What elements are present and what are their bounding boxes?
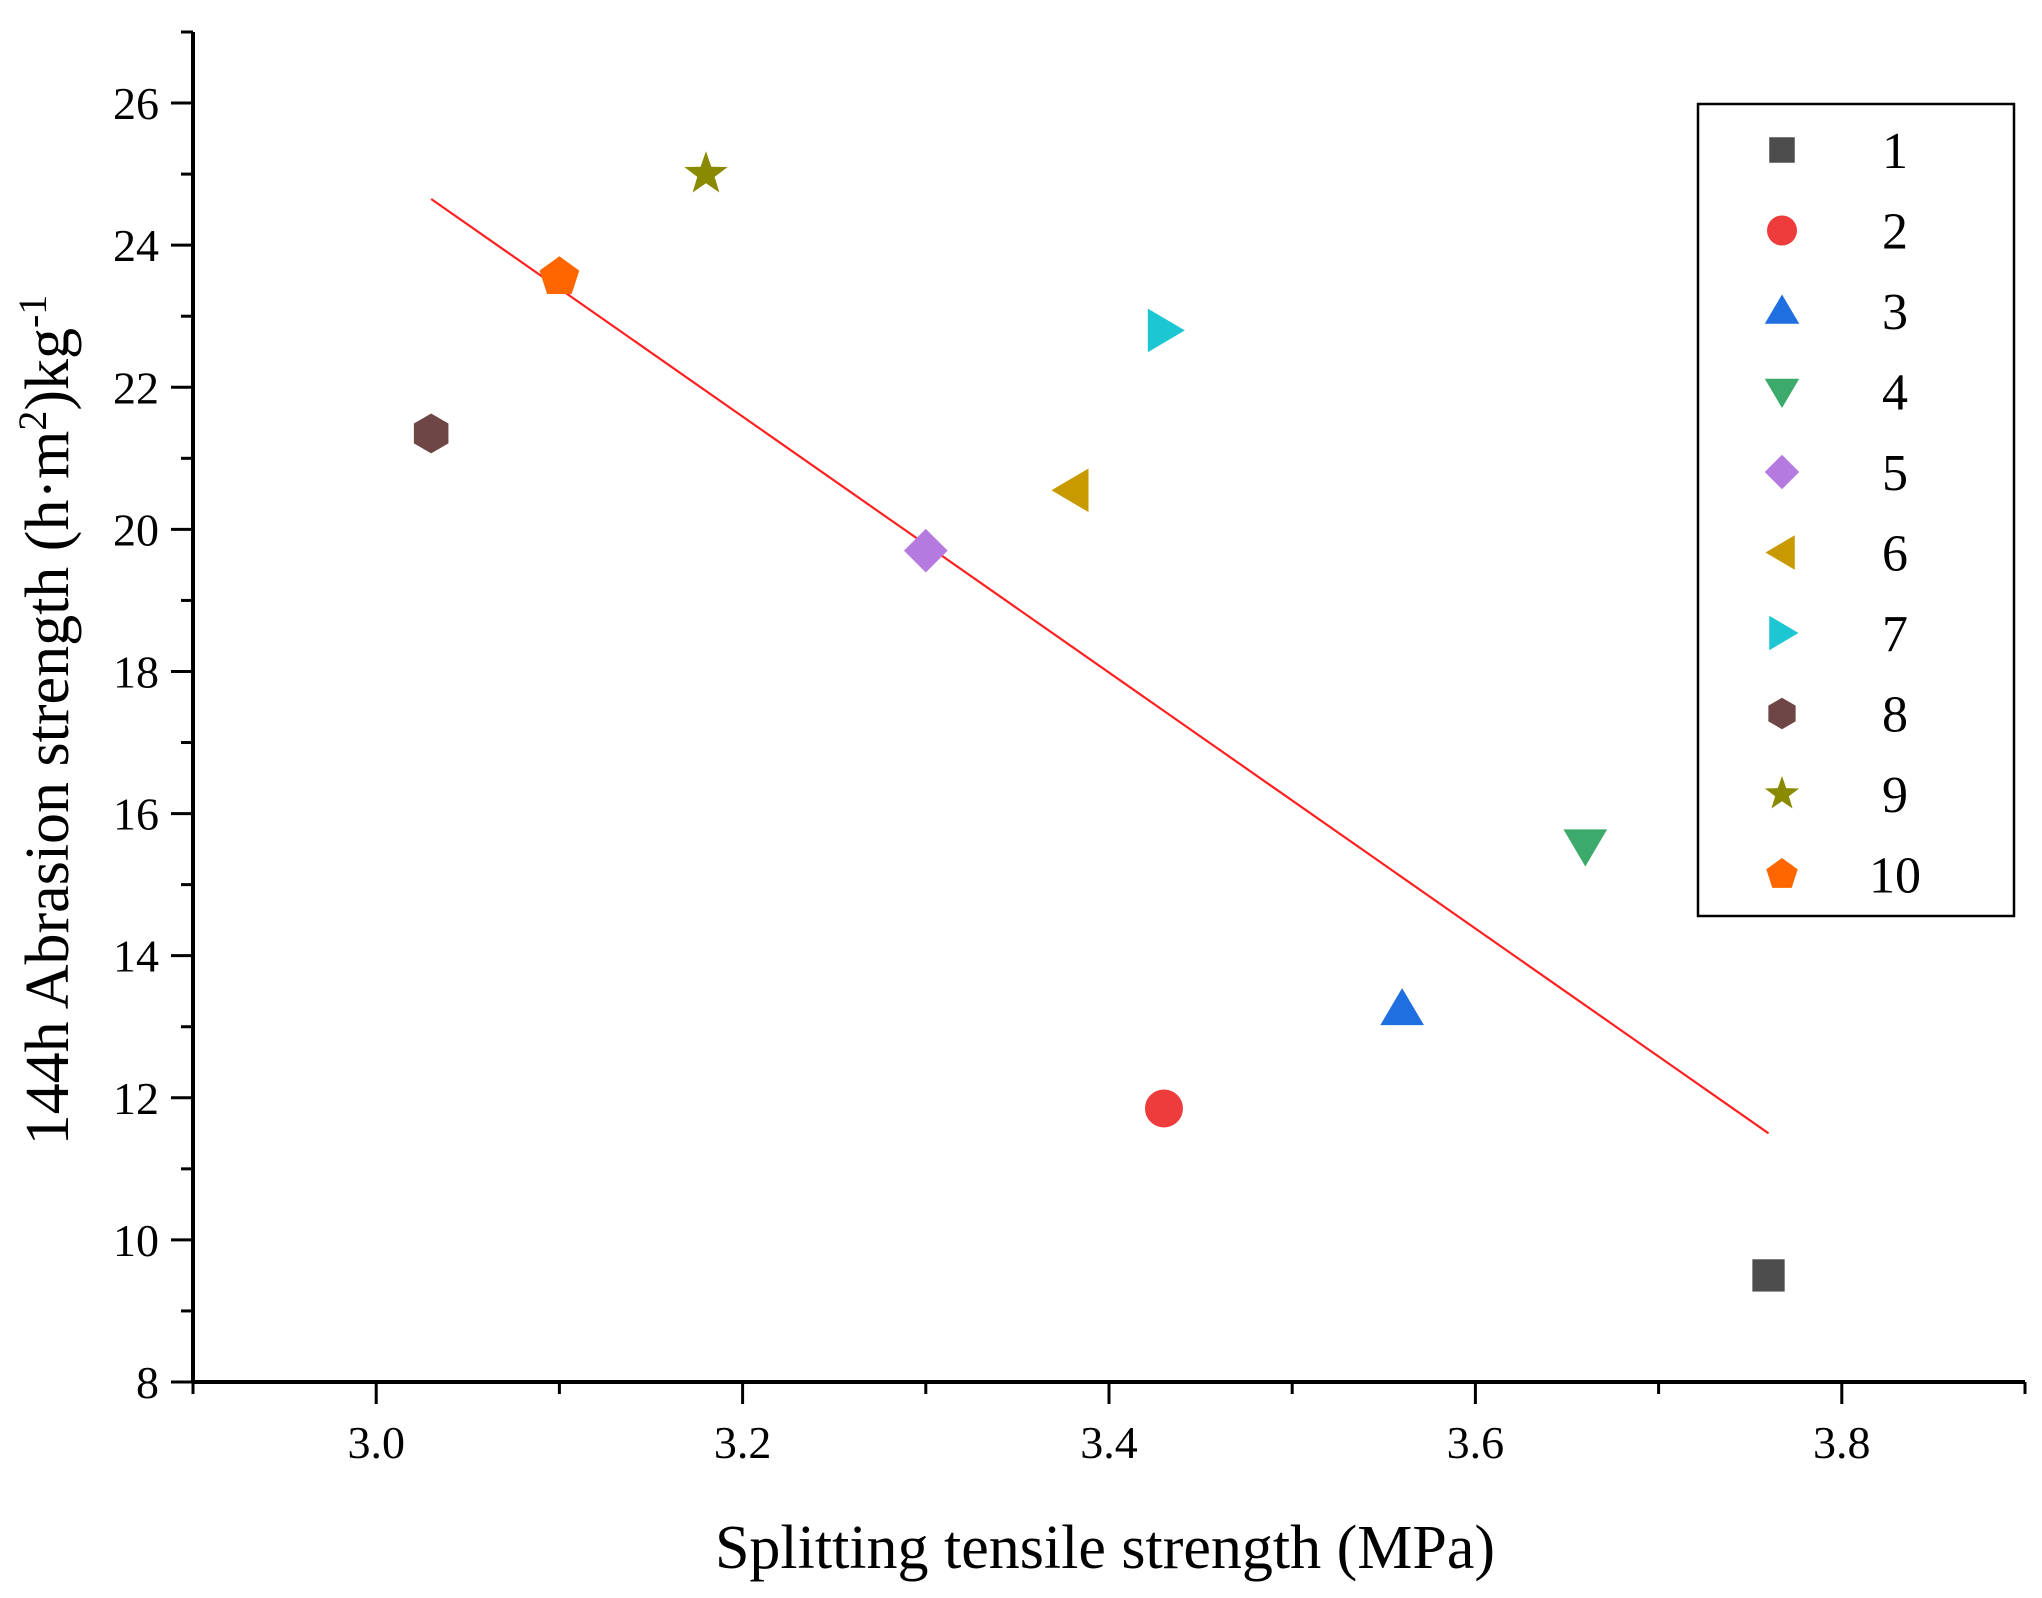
legend-label-10: 10: [1869, 848, 1921, 905]
legend: 1 2 3 4 5 6 7 8 9 10: [1696, 102, 2016, 918]
x-ticks: 3.0 3.2 3.4 3.6 3.8: [191, 1382, 2027, 1468]
data-point-8: [413, 413, 449, 454]
y-axis-title: 144h Abrasion strength (h·m2)kg-1: [10, 295, 83, 1146]
legend-marker-2: [1767, 215, 1797, 246]
y-axis-title-sup2: -1: [10, 295, 55, 328]
x-axis-title: Splitting tensile strength (MPa): [715, 1514, 1495, 1582]
y-axis-title-sup1: 2: [10, 411, 55, 431]
y-tick-label: 16: [113, 789, 159, 840]
fit-line-group: [430, 198, 1770, 1135]
y-tick-label: 24: [113, 220, 159, 271]
x-tick-label: 3.0: [347, 1417, 405, 1468]
legend-label-9: 9: [1882, 767, 1908, 824]
legend-label-7: 7: [1882, 606, 1908, 663]
y-tick-label: 18: [113, 646, 159, 697]
y-ticks: 8 10 12 14 16 18 20 22 24 26: [113, 30, 193, 1408]
data-point-9: [684, 151, 728, 193]
legend-label-8: 8: [1882, 687, 1908, 744]
y-axis-title-mid: )kg: [14, 328, 82, 411]
legend-box: [1696, 102, 2016, 918]
y-tick-label: 8: [136, 1357, 159, 1408]
y-tick-label: 14: [113, 931, 159, 982]
legend-marker-3: [1764, 294, 1800, 324]
legend-marker-6: [1765, 535, 1795, 570]
legend-marker-4: [1764, 378, 1800, 408]
legend-label-4: 4: [1882, 365, 1908, 422]
data-point-10: [539, 256, 580, 295]
legend-label-2: 2: [1882, 204, 1908, 261]
data-point-2: [1144, 1089, 1183, 1128]
y-tick-label: 22: [113, 362, 159, 413]
x-tick-label: 3.6: [1447, 1417, 1505, 1468]
data-point-6: [1051, 468, 1089, 513]
data-point-7: [1147, 308, 1185, 353]
data-points: [413, 151, 1785, 1292]
legend-marker-9: [1764, 776, 1800, 809]
legend-marker-10: [1766, 858, 1798, 888]
x-tick-label: 3.2: [714, 1417, 772, 1468]
legend-marker-7: [1769, 615, 1799, 651]
legend-label-6: 6: [1882, 526, 1908, 583]
legend-label-3: 3: [1882, 284, 1908, 341]
legend-marker-8: [1768, 697, 1796, 730]
x-tick-label: 3.8: [1813, 1417, 1871, 1468]
y-tick-label: 12: [113, 1073, 159, 1124]
legend-marker-5: [1764, 454, 1800, 490]
legend-label-1: 1: [1882, 123, 1908, 180]
x-tick-label: 3.4: [1080, 1417, 1138, 1468]
data-point-1: [1752, 1259, 1785, 1292]
y-axis-title-main: 144h Abrasion strength (h·m: [14, 431, 82, 1146]
data-point-5: [903, 528, 948, 573]
legend-marker-1: [1769, 137, 1795, 163]
data-point-4: [1563, 829, 1608, 867]
y-tick-label: 10: [113, 1215, 159, 1266]
legend-label-5: 5: [1882, 445, 1908, 502]
y-tick-label: 20: [113, 504, 159, 555]
y-tick-label: 26: [113, 78, 159, 129]
fit-line: [430, 198, 1770, 1135]
data-point-3: [1380, 988, 1424, 1026]
